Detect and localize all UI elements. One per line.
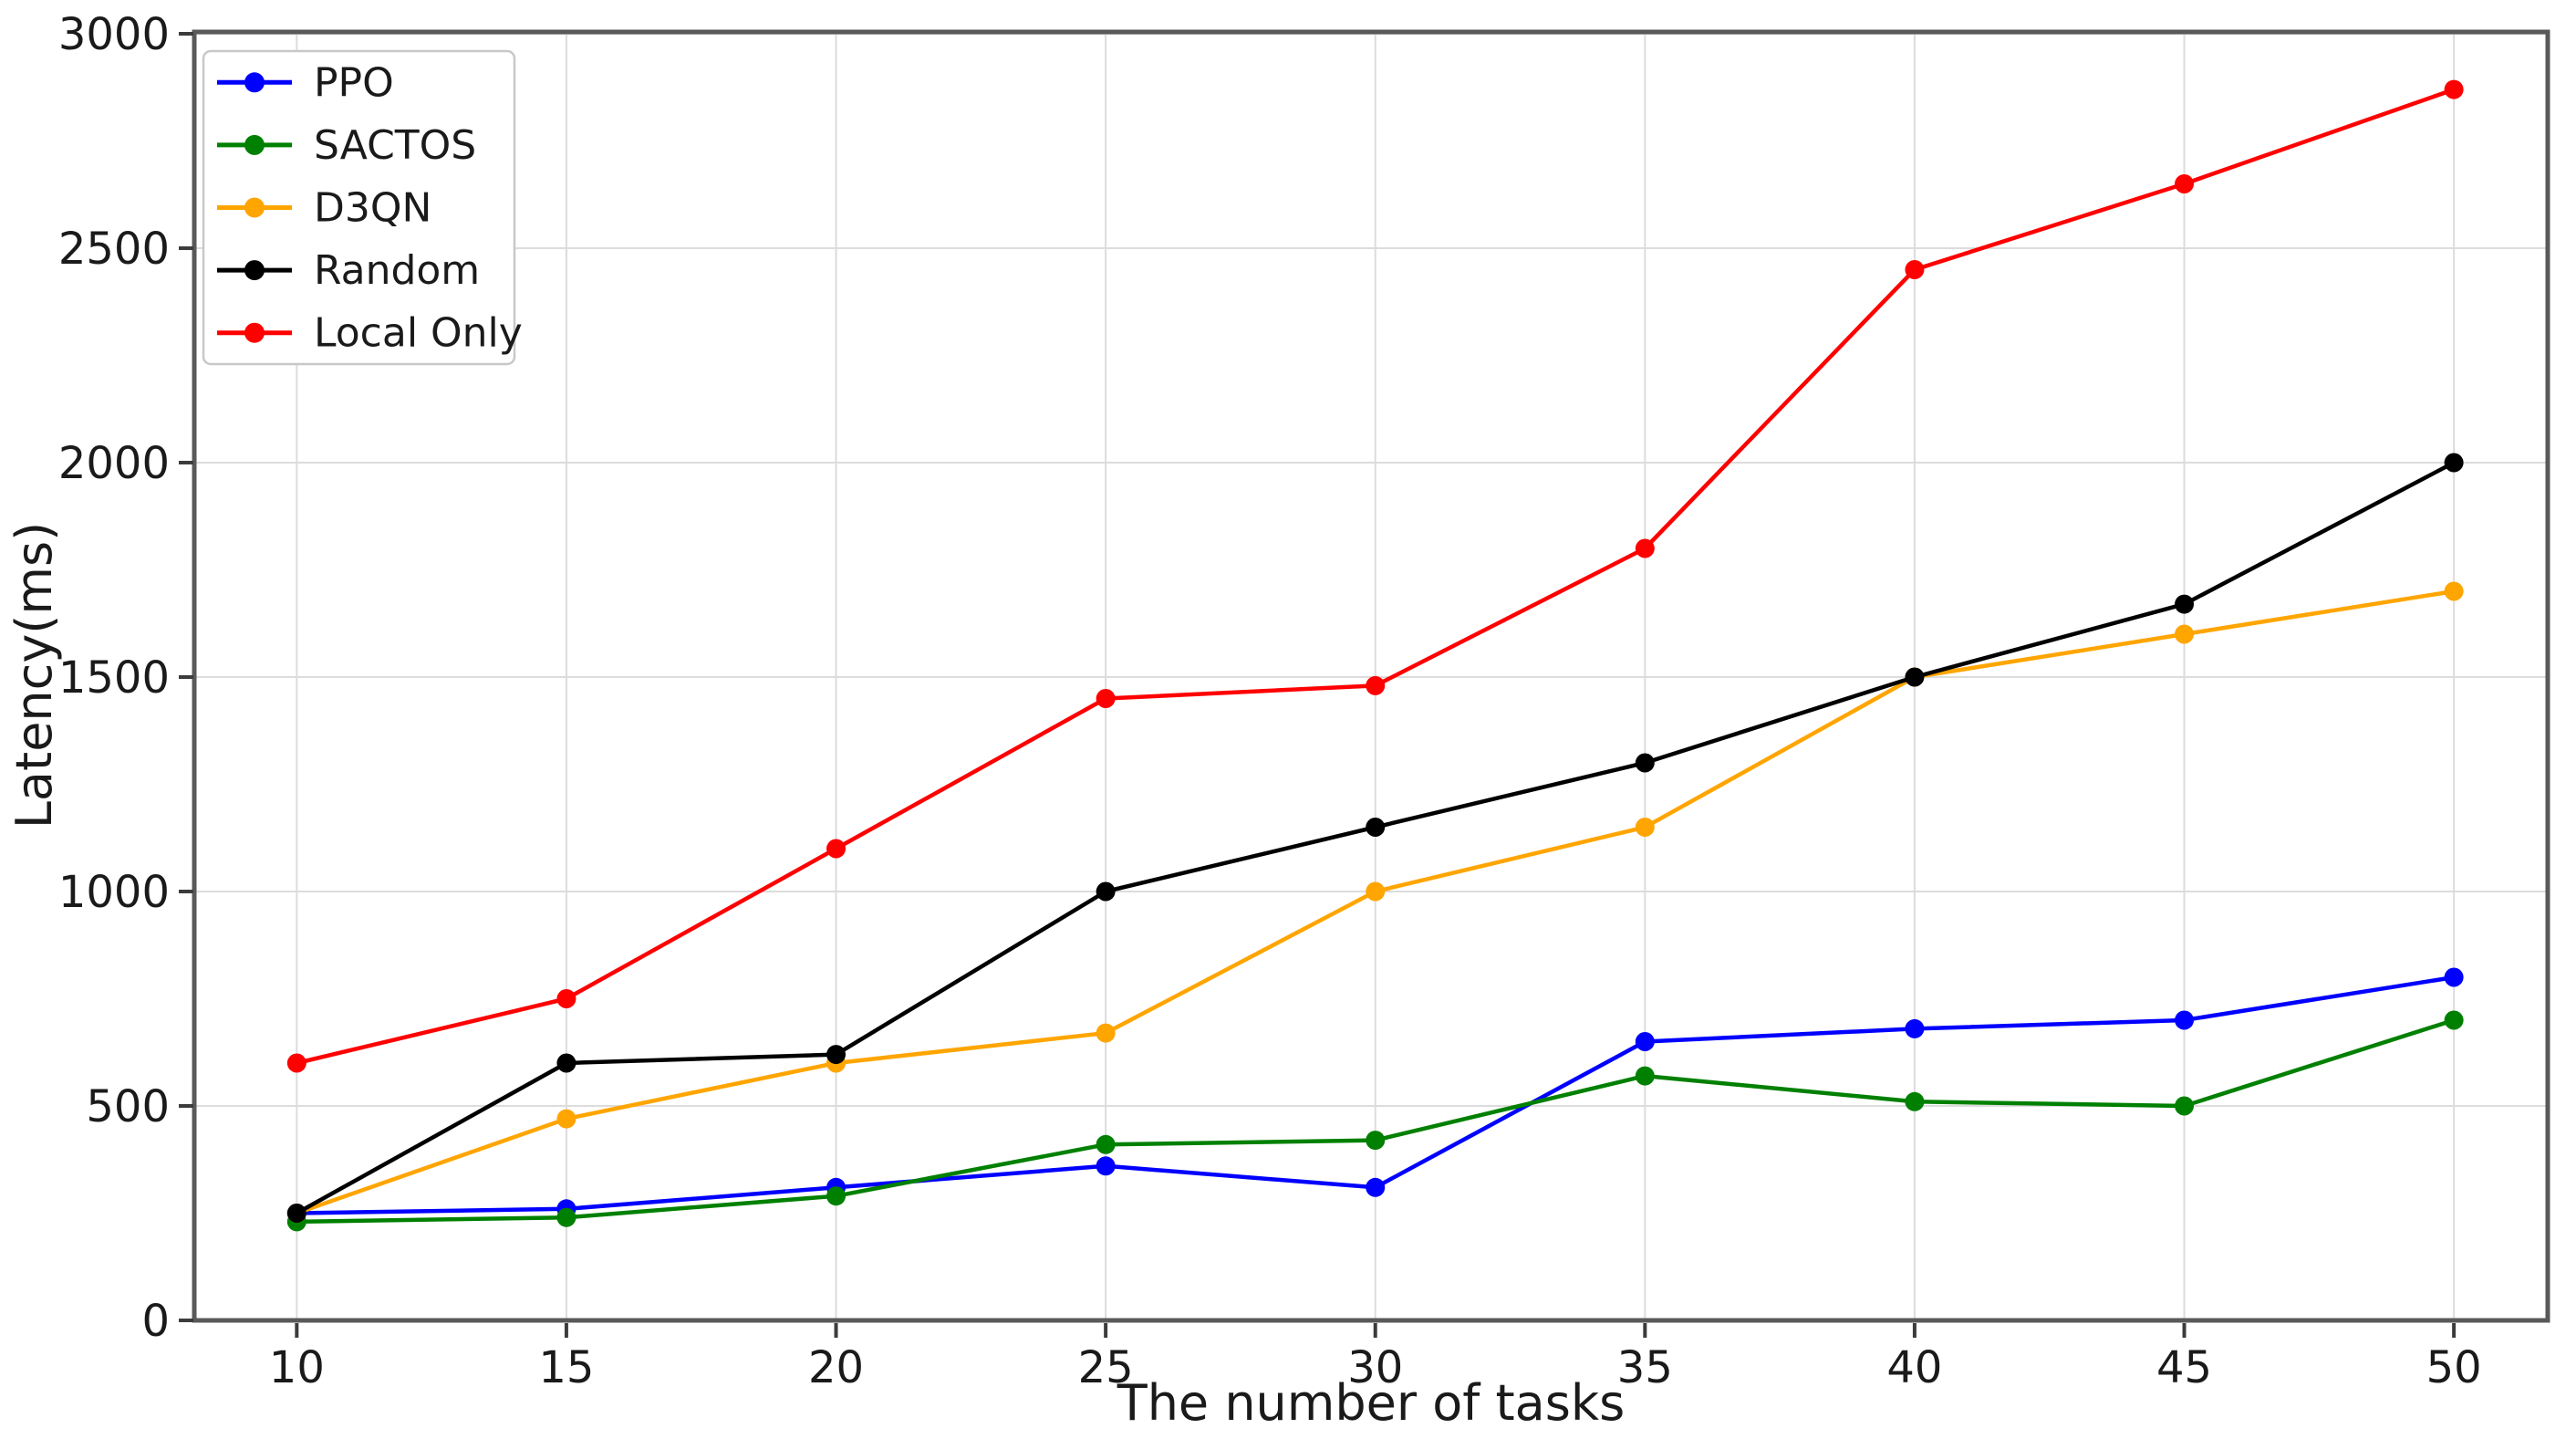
data-point (1905, 667, 1925, 687)
legend-box (202, 49, 516, 366)
data-point (1635, 753, 1655, 773)
x-axis-label: The number of tasks (1117, 1374, 1626, 1432)
legend-marker (244, 197, 265, 218)
data-point (2175, 174, 2195, 193)
data-point (1366, 818, 1386, 837)
data-point (1366, 881, 1386, 902)
y-tick-label: 3000 (58, 9, 170, 60)
y-tick-label: 2500 (58, 224, 170, 275)
data-point (1905, 1091, 1925, 1111)
tick-labels: 0 500 1000 1500 2000 2500 3000 10 15 20 25 30 35 40 45… (58, 9, 2482, 1393)
legend-marker (244, 322, 265, 343)
x-tick-label: 20 (808, 1342, 864, 1393)
data-point (826, 1045, 847, 1065)
axis-ticks (179, 32, 2457, 1338)
plot-border (192, 29, 2550, 1323)
x-tick-label: 45 (2156, 1342, 2212, 1393)
data-point (556, 989, 576, 1008)
y-tick-label: 1500 (58, 652, 170, 704)
data-point (2175, 594, 2195, 614)
y-tick-label: 2000 (58, 438, 170, 489)
data-point (2175, 1010, 2195, 1030)
data-point (286, 1053, 306, 1073)
data-point (1096, 1156, 1116, 1176)
data-point (1905, 260, 1925, 279)
legend-item: PPO (217, 59, 394, 106)
data-point (1635, 818, 1655, 837)
data-point (556, 1109, 576, 1129)
data-point (556, 1207, 576, 1227)
data-point (556, 1053, 576, 1073)
y-tick-label: 1000 (58, 867, 170, 918)
x-tick-label: 10 (269, 1342, 325, 1393)
x-tick-label: 30 (1347, 1342, 1403, 1393)
data-point (1096, 881, 1116, 902)
legend-label: D3QN (314, 185, 431, 232)
legend-item: D3QN (217, 185, 431, 232)
data-point (1096, 1134, 1116, 1154)
data-point (2175, 1096, 2195, 1116)
data-point (2444, 453, 2464, 473)
data-point (286, 1204, 306, 1223)
data-point (2444, 967, 2464, 987)
data-point (1096, 689, 1116, 708)
data-point (1366, 1177, 1386, 1197)
data-point (2444, 581, 2464, 601)
legend-item: SACTOS (217, 122, 476, 169)
legend-label: PPO (314, 59, 394, 106)
legend-marker (244, 260, 265, 281)
legend-label: SACTOS (314, 122, 476, 169)
y-tick-label: 500 (86, 1081, 170, 1132)
series-sactos (286, 1010, 2464, 1232)
x-tick-label: 35 (1617, 1342, 1673, 1393)
x-tick-label: 50 (2426, 1342, 2482, 1393)
legend-marker (244, 134, 265, 155)
data-point (2175, 624, 2195, 644)
data-point (1635, 1066, 1655, 1086)
data-point (1366, 675, 1386, 695)
data-point (1635, 1032, 1655, 1051)
legend-label: Local Only (314, 310, 523, 357)
legend-label: Random (314, 247, 480, 294)
data-point (1635, 538, 1655, 558)
x-tick-label: 40 (1886, 1342, 1942, 1393)
y-tick-label: 0 (141, 1296, 170, 1347)
legend: PPO SACTOS D3QN Random Local Only (202, 49, 523, 366)
data-point (2444, 79, 2464, 99)
data-point (2444, 1010, 2464, 1030)
data-point (1366, 1131, 1386, 1151)
x-tick-label: 15 (538, 1342, 594, 1393)
data-point (826, 1186, 847, 1206)
legend-marker (244, 72, 265, 93)
y-axis-label: Latency(ms) (5, 522, 63, 829)
data-point (826, 839, 847, 859)
legend-item: Random (217, 247, 480, 294)
legend-item: Local Only (217, 310, 523, 357)
x-tick-label: 25 (1078, 1342, 1134, 1393)
data-point (1905, 1018, 1925, 1038)
data-point (1096, 1023, 1116, 1043)
series-local-only (286, 79, 2464, 1073)
series-layer (286, 79, 2464, 1232)
series-random (286, 453, 2464, 1223)
